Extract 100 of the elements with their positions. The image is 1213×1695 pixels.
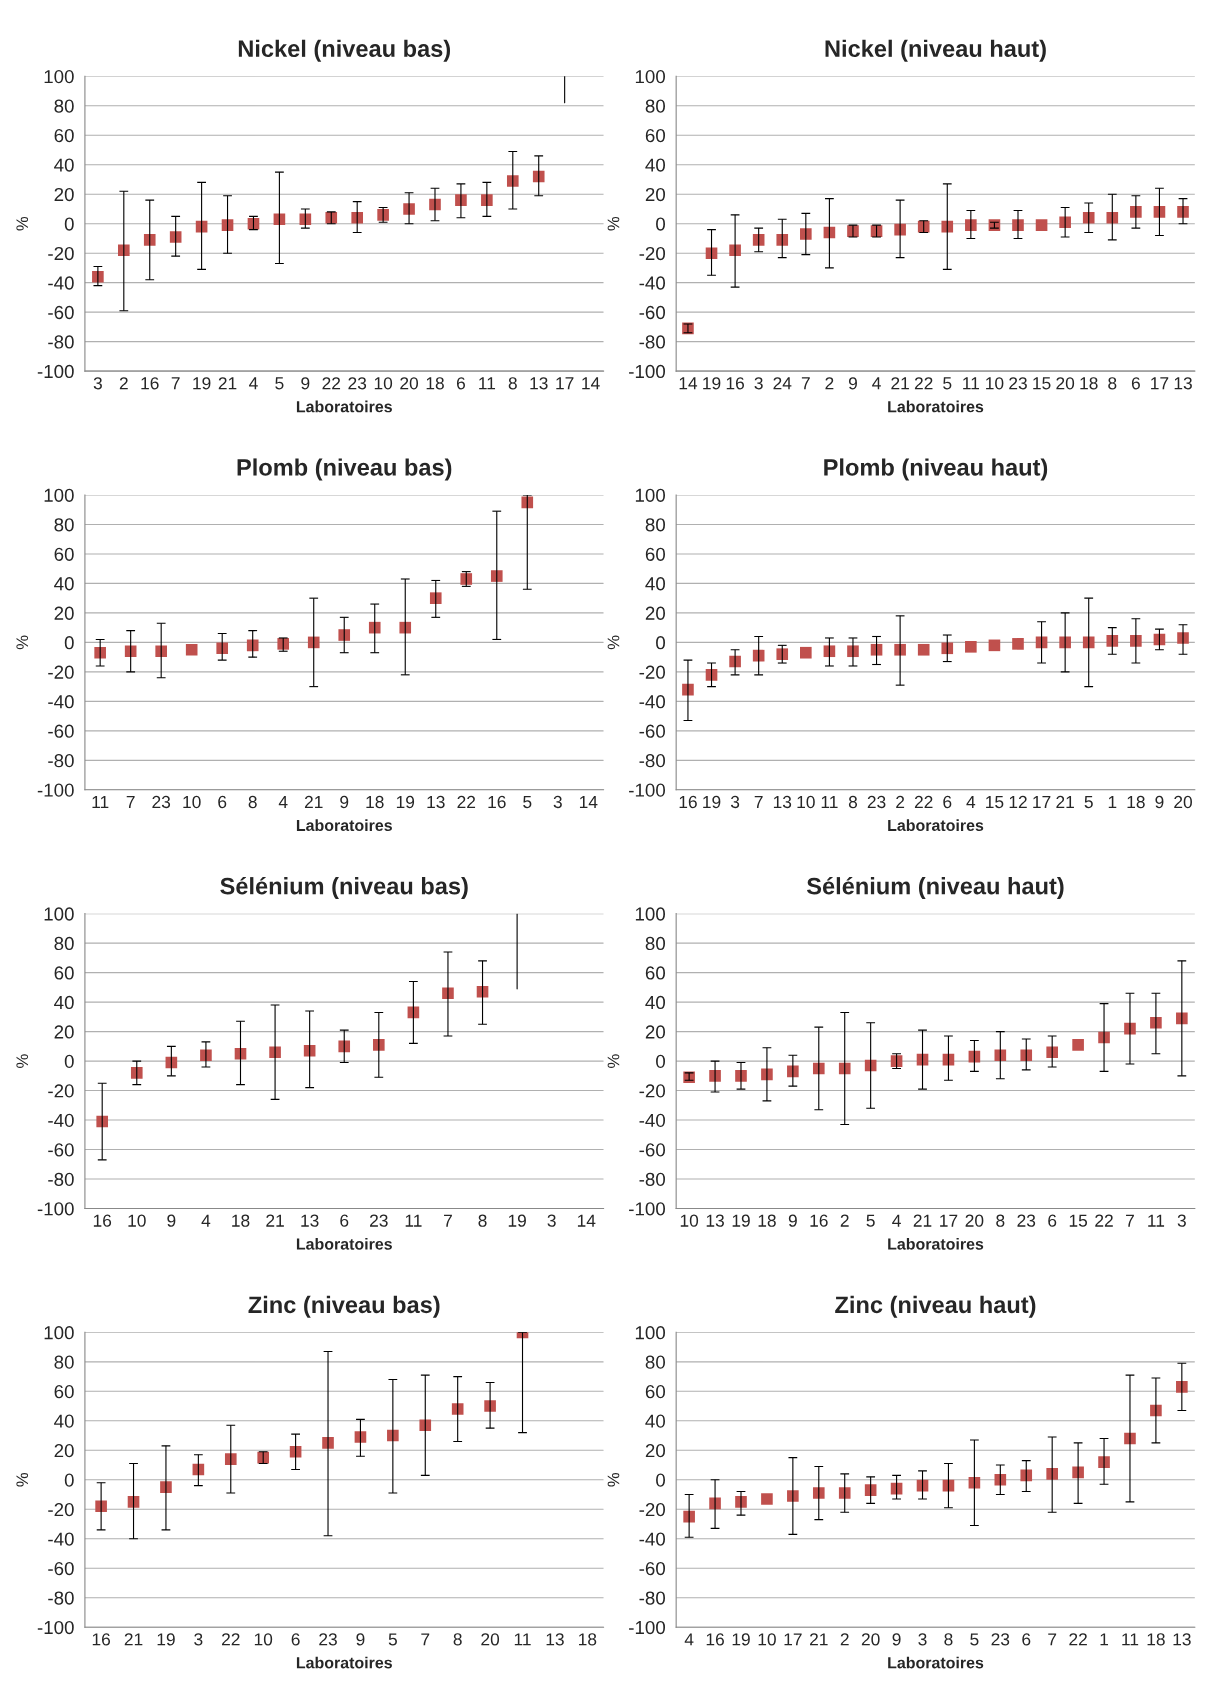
x-tick-label: 11 [92, 796, 109, 808]
x-tick-label: 23 [370, 1214, 388, 1227]
x-tick-label: 15 [986, 796, 1004, 809]
x-tick-label: 9 [1155, 795, 1164, 809]
point [1020, 1469, 1033, 1482]
point [800, 646, 812, 659]
y-tick-label: -20 [48, 246, 74, 261]
y-tick-label: -60 [639, 305, 666, 320]
y-tick-label: 80 [54, 99, 74, 113]
x-axis-title: Laboratoires [888, 819, 984, 832]
x-tick-label: 13 [301, 1214, 319, 1227]
y-tick-label: 40 [645, 1414, 666, 1428]
y-tick-label: 0 [656, 1473, 666, 1487]
x-tick-label: 5 [388, 1633, 397, 1646]
point [351, 211, 364, 224]
chart-title: Plomb (niveau bas) [237, 458, 452, 481]
x-tick-label: 20 [400, 377, 419, 390]
x-tick-label: 21 [810, 1633, 828, 1646]
y-tick-label: 20 [54, 1025, 74, 1039]
x-tick-label: 20 [481, 1633, 500, 1646]
x-tick-label: 7 [801, 377, 810, 390]
point [812, 1487, 825, 1499]
x-tick-label: 10 [183, 795, 201, 809]
x-tick-label: 3 [918, 1633, 927, 1646]
y-tick-label: 0 [656, 217, 666, 231]
point [812, 1062, 825, 1075]
x-tick-label: 2 [825, 377, 834, 390]
point [988, 639, 1001, 652]
point [419, 1419, 432, 1432]
y-tick-label: 20 [645, 1443, 666, 1458]
y-tick-label: -40 [48, 1532, 74, 1546]
x-tick-label: 23 [1009, 377, 1027, 390]
y-tick-label: -100 [37, 1620, 74, 1635]
y-tick-label: -80 [639, 1172, 666, 1186]
x-tick-label: 3 [754, 377, 763, 390]
chart-title: Nickel (niveau haut) [825, 39, 1046, 62]
x-tick-label: 19 [703, 795, 721, 809]
x-tick-label: 16 [488, 795, 506, 809]
point [776, 234, 789, 246]
x-tick-label: 11 [1122, 1633, 1139, 1646]
y-tick-label: 40 [54, 577, 74, 591]
y-tick-label: 0 [64, 1054, 74, 1069]
x-tick-label: 21 [891, 377, 909, 390]
x-tick-label: 11 [479, 377, 496, 390]
x-tick-label: 7 [444, 1214, 452, 1227]
point [368, 621, 381, 634]
y-tick-label: -40 [639, 1113, 666, 1128]
y-tick-label: -20 [48, 665, 74, 679]
x-tick-label: 5 [943, 377, 952, 390]
y-tick-label: 60 [54, 1385, 74, 1399]
x-tick-label: 9 [848, 377, 857, 390]
x-tick-label: 6 [291, 1633, 300, 1646]
point [761, 1493, 773, 1505]
x-tick-label: 17 [940, 1214, 958, 1227]
x-tick-label: 21 [266, 1214, 284, 1227]
x-tick-label: 19 [732, 1214, 750, 1227]
chart-title: Zinc (niveau haut) [835, 1295, 1036, 1318]
y-tick-label: 80 [645, 1355, 666, 1369]
x-axis-title: Laboratoires [296, 1237, 392, 1250]
point [1082, 636, 1095, 649]
x-tick-label: 1 [1100, 1633, 1109, 1646]
x-tick-label: 21 [124, 1633, 143, 1646]
x-tick-label: 10 [797, 795, 815, 809]
y-tick-label: -80 [48, 335, 74, 349]
y-axis-title: % [607, 1472, 620, 1487]
x-tick-label: 16 [679, 795, 697, 809]
y-tick-label: 80 [54, 1355, 74, 1369]
x-tick-label: 19 [396, 795, 415, 809]
y-tick-label: -100 [629, 783, 666, 797]
point [490, 570, 503, 582]
x-tick-label: 21 [304, 795, 323, 808]
x-tick-label: 13 [1173, 1633, 1191, 1646]
y-tick-label: 100 [44, 1326, 74, 1340]
y-tick-label: -100 [629, 1620, 666, 1635]
x-tick-label: 7 [1126, 1214, 1134, 1227]
x-tick-label: 10 [254, 1633, 273, 1646]
y-tick-label: 60 [54, 128, 74, 143]
point [1020, 1049, 1033, 1061]
x-tick-label: 18 [366, 795, 384, 809]
x-tick-label: 20 [1056, 377, 1075, 390]
x-tick-label: 8 [944, 1633, 953, 1646]
y-tick-label: 0 [64, 1473, 74, 1487]
x-tick-label: 13 [546, 1633, 564, 1646]
x-tick-label: 7 [754, 796, 763, 808]
x-tick-label: 16 [726, 377, 744, 390]
x-tick-label: 19 [703, 377, 721, 390]
x-tick-label: 17 [556, 377, 574, 390]
y-tick-label: -60 [48, 1143, 74, 1157]
x-axis-title: Laboratoires [888, 1237, 984, 1250]
y-tick-label: -40 [48, 276, 74, 290]
x-tick-label: 19 [508, 1214, 526, 1227]
point [399, 621, 412, 634]
x-tick-label: 22 [457, 795, 476, 808]
x-tick-label: 10 [128, 1214, 146, 1227]
x-tick-label: 2 [896, 795, 905, 808]
x-axis-title: Laboratoires [296, 819, 392, 832]
y-tick-label: 0 [656, 636, 666, 650]
x-tick-label: 14 [582, 377, 600, 390]
x-tick-label: 10 [758, 1633, 776, 1646]
y-tick-label: 100 [635, 69, 666, 84]
